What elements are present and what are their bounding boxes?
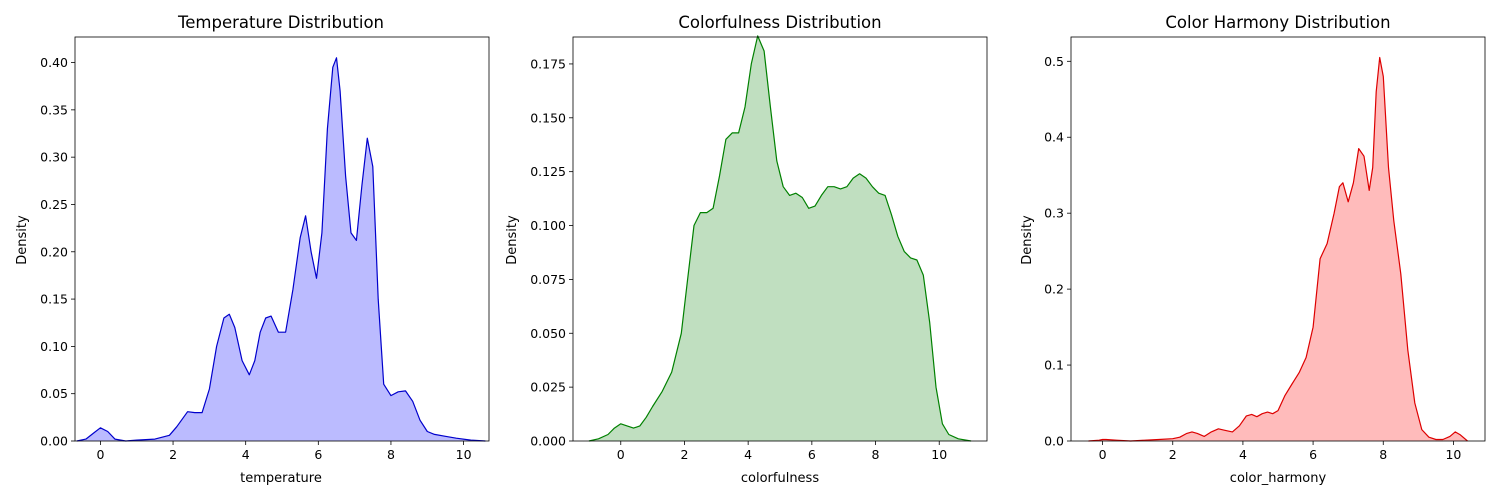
density-area [76, 57, 486, 442]
x-tick-label: 10 [1445, 447, 1461, 462]
y-tick-label: 0.075 [530, 272, 566, 287]
y-tick-label: 0.1 [1044, 358, 1064, 373]
plot-frame [74, 36, 490, 442]
y-tick-label: 0.3 [1044, 206, 1064, 221]
y-tick-label: 0.000 [530, 434, 566, 449]
panel-colorfulness: Colorfulness Distribution colorfulness D… [505, 13, 988, 486]
x-tick-label: 2 [169, 447, 177, 462]
chart-title: Color Harmony Distribution [1165, 13, 1390, 32]
x-axis-label: colorfulness [741, 471, 819, 486]
x-tick-label: 6 [314, 447, 322, 462]
x-tick-label: 8 [1379, 447, 1387, 462]
density-line [1088, 56, 1468, 442]
y-tick-label: 0.0 [1044, 434, 1064, 449]
y-tick-label: 0.4 [1044, 130, 1064, 145]
y-tick-label: 0.25 [40, 197, 68, 212]
x-tick-label: 10 [456, 447, 472, 462]
x-tick-label: 0 [96, 447, 104, 462]
x-tick-label: 8 [387, 447, 395, 462]
chart-title: Temperature Distribution [177, 13, 384, 32]
y-tick-label: 0.00 [40, 434, 68, 449]
x-tick-label: 10 [931, 447, 947, 462]
y-tick-label: 0.100 [530, 218, 566, 233]
y-tick-label: 0.40 [40, 55, 68, 70]
x-tick-label: 8 [872, 447, 880, 462]
y-tick-label: 0.05 [40, 386, 68, 401]
density-line [76, 57, 486, 442]
x-tick-label: 6 [808, 447, 816, 462]
x-tick-label: 2 [1169, 447, 1177, 462]
chart-title: Colorfulness Distribution [678, 13, 881, 32]
x-tick-label: 0 [617, 447, 625, 462]
density-area [588, 35, 972, 442]
density-area [1088, 57, 1468, 441]
plot-frame [1070, 36, 1486, 442]
x-tick-label: 6 [1309, 447, 1317, 462]
y-tick-label: 0.20 [40, 244, 68, 259]
y-tick-label: 0.150 [530, 110, 566, 125]
y-tick-label: 0.175 [530, 56, 566, 71]
y-tick-label: 0.10 [40, 339, 68, 354]
y-tick-label: 0.35 [40, 102, 68, 117]
y-tick-label: 0.025 [530, 380, 566, 395]
y-axis-label: Density [505, 215, 520, 265]
y-tick-label: 0.5 [1044, 54, 1064, 69]
x-tick-label: 4 [744, 447, 752, 462]
x-tick-label: 0 [1099, 447, 1107, 462]
y-axis-label: Density [15, 215, 30, 265]
plot-frame [572, 36, 988, 442]
x-axis-label: temperature [240, 471, 322, 486]
x-tick-label: 4 [242, 447, 250, 462]
y-tick-label: 0.2 [1044, 282, 1064, 297]
y-tick-label: 0.15 [40, 292, 68, 307]
panel-color-harmony: Color Harmony Distribution color_harmony… [1020, 13, 1486, 486]
y-tick-label: 0.050 [530, 326, 566, 341]
y-axis-label: Density [1020, 215, 1035, 265]
density-line [588, 35, 972, 442]
x-tick-label: 2 [680, 447, 688, 462]
y-tick-label: 0.125 [530, 164, 566, 179]
x-axis-label: color_harmony [1230, 471, 1327, 486]
y-tick-label: 0.30 [40, 150, 68, 165]
x-tick-label: 4 [1239, 447, 1247, 462]
panel-temperature: Temperature Distribution temperature Den… [15, 13, 490, 486]
